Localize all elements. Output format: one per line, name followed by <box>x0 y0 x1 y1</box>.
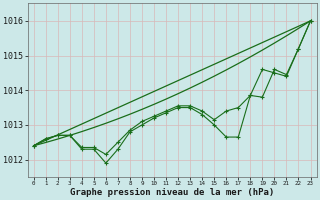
X-axis label: Graphe pression niveau de la mer (hPa): Graphe pression niveau de la mer (hPa) <box>70 188 274 197</box>
